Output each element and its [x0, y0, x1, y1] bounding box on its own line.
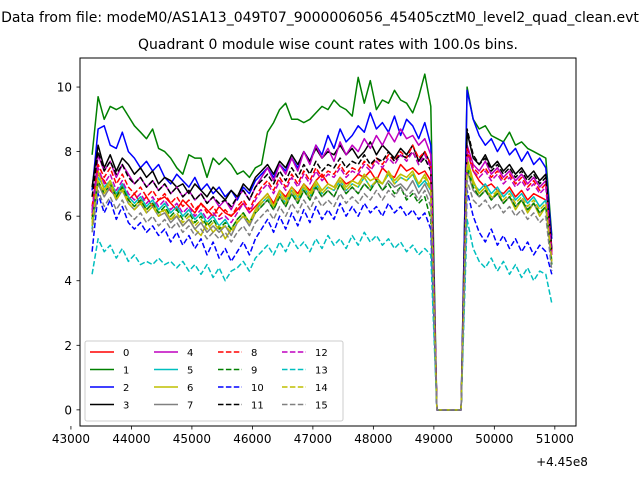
axis-ticks: 43000 44000 45000 46000 47000 48000 49000 50000… [52, 81, 574, 446]
legend-label-11: 11 [251, 401, 264, 412]
legend-label-3: 3 [123, 401, 129, 412]
x-tick-label: 49000 [415, 432, 453, 446]
y-tick-label: 4 [64, 274, 72, 288]
series-line-10 [91, 189, 553, 411]
y-tick-label: 0 [64, 403, 72, 417]
legend-label-13: 13 [315, 366, 328, 377]
y-tick-label: 6 [64, 210, 72, 224]
legend-label-8: 8 [251, 348, 257, 359]
legend-label-5: 5 [187, 366, 193, 377]
series-line-2 [91, 89, 553, 411]
series-line-11 [91, 128, 553, 411]
legend-label-2: 2 [123, 383, 129, 394]
legend-label-4: 4 [187, 348, 193, 359]
legend-label-1: 1 [123, 366, 129, 377]
x-tick-label: 50000 [475, 432, 513, 446]
series-line-15 [91, 179, 553, 411]
legend-label-14: 14 [315, 383, 328, 394]
legend-label-0: 0 [123, 348, 129, 359]
legend-label-7: 7 [187, 401, 193, 412]
series-line-8 [91, 144, 553, 411]
x-tick-label: 45000 [173, 432, 211, 446]
plot-area [91, 73, 553, 411]
x-offset-label: +4.45e8 [536, 455, 588, 469]
legend-label-10: 10 [251, 383, 264, 394]
figure-filename-line: Data from file: modeM0/AS1A13_049T07_900… [1, 10, 639, 26]
legend-label-6: 6 [187, 383, 193, 394]
legend-box [84, 340, 344, 422]
chart-title: Quadrant 0 module wise count rates with … [138, 37, 518, 53]
legend-label-12: 12 [315, 348, 328, 359]
y-tick-label: 2 [64, 339, 72, 353]
x-tick-label: 43000 [52, 432, 90, 446]
axes-frame [79, 57, 577, 427]
x-tick-label: 47000 [294, 432, 332, 446]
series-line-1 [91, 73, 553, 411]
y-tick-label: 8 [64, 145, 72, 159]
legend-label-15: 15 [315, 401, 328, 412]
x-tick-label: 51000 [536, 432, 574, 446]
x-tick-label: 48000 [354, 432, 392, 446]
x-tick-label: 44000 [112, 432, 150, 446]
x-tick-label: 46000 [233, 432, 271, 446]
series-line-7 [91, 170, 553, 411]
legend-label-9: 9 [251, 366, 257, 377]
series-line-14 [91, 163, 553, 411]
y-tick-label: 10 [57, 81, 72, 95]
series-line-12 [91, 150, 553, 411]
series-line-9 [91, 167, 553, 411]
series-line-13 [91, 218, 553, 411]
